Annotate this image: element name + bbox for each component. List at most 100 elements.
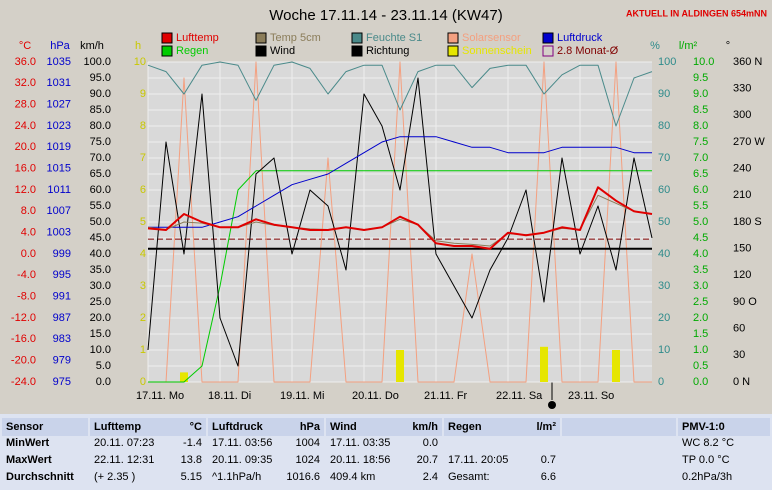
y-tick-label: -24.0 xyxy=(11,376,36,388)
header-cell xyxy=(90,418,206,436)
y-tick-label: 45.0 xyxy=(90,232,111,244)
legend-swatch xyxy=(161,32,173,44)
sunshine-bar xyxy=(612,350,620,382)
y-tick-label: 979 xyxy=(53,355,71,367)
table-header: km/h xyxy=(412,421,438,433)
y-tick-label: 180 S xyxy=(733,216,762,228)
table-cell: 1024 xyxy=(296,454,320,466)
table-cell: 0.7 xyxy=(541,454,556,466)
y-tick-label: 90 xyxy=(658,88,670,100)
y-tick-label: 120 xyxy=(733,269,751,281)
legend-label: Feuchte S1 xyxy=(366,32,422,44)
table-cell: 1004 xyxy=(296,437,320,449)
table-header: PMV-1:0 xyxy=(682,421,725,433)
y-tick-label: 32.0 xyxy=(15,77,36,89)
table-cell: 20.11. 07:23 xyxy=(94,437,154,449)
y-tick-label: 2 xyxy=(140,312,146,324)
y-tick-label: 30 xyxy=(733,349,745,361)
table-cell: 0.2hPa/3h xyxy=(682,471,732,483)
axis-unit: °C xyxy=(19,40,31,52)
y-tick-label: 5 xyxy=(140,216,146,228)
y-tick-label: 5.0 xyxy=(96,360,111,372)
table-header: Luftdruck xyxy=(212,421,264,433)
x-tick-label: 19.11. Mi xyxy=(280,390,324,402)
y-tick-label: 983 xyxy=(53,333,71,345)
axis-unit: km/h xyxy=(80,40,104,52)
y-tick-label: 8.0 xyxy=(21,205,36,217)
series-line xyxy=(147,61,653,127)
y-tick-label: 3 xyxy=(140,280,146,292)
y-tick-label: 75.0 xyxy=(90,136,111,148)
y-tick-label: 60.0 xyxy=(90,184,111,196)
y-tick-label: 0 N xyxy=(733,376,750,388)
y-tick-label: 60 xyxy=(658,184,670,196)
y-tick-label: 80.0 xyxy=(90,120,111,132)
y-tick-label: 1 xyxy=(140,344,146,356)
table-cell: 5.15 xyxy=(181,471,202,483)
y-tick-label: 4.0 xyxy=(21,227,36,239)
table-cell: 13.8 xyxy=(181,454,202,466)
legend-label: Regen xyxy=(176,45,208,57)
y-tick-label: 65.0 xyxy=(90,168,111,180)
y-tick-label: 10 xyxy=(134,56,146,68)
x-tick-label: 21.11. Fr xyxy=(424,390,468,402)
y-tick-label: 50 xyxy=(658,216,670,228)
series-line xyxy=(148,170,652,383)
y-tick-label: 270 W xyxy=(733,136,765,148)
header-cell xyxy=(326,418,442,436)
y-tick-label: 1023 xyxy=(47,120,71,132)
legend-swatch xyxy=(447,45,459,57)
legend-label: Temp 5cm xyxy=(270,32,321,44)
axis-unit: ° xyxy=(726,40,730,52)
y-tick-label: 5.5 xyxy=(693,200,708,212)
table-header: hPa xyxy=(300,421,321,433)
y-tick-label: 6.5 xyxy=(693,168,708,180)
legend-swatch xyxy=(542,45,554,57)
legend-label: Sonnenschein xyxy=(462,45,532,57)
now-dot xyxy=(548,401,556,409)
table-cell: Durchschnitt xyxy=(6,471,74,483)
legend-label: Richtung xyxy=(366,45,409,57)
y-tick-label: 6 xyxy=(140,184,146,196)
series-line xyxy=(148,61,652,383)
series-line xyxy=(147,186,653,250)
table-cell: 22.11. 12:31 xyxy=(94,454,154,466)
y-tick-label: 0.0 xyxy=(96,376,111,388)
axis-unit: % xyxy=(650,40,660,52)
y-tick-label: 90.0 xyxy=(90,88,111,100)
table-header: Lufttemp xyxy=(94,421,141,433)
table-cell: 0.0 xyxy=(423,437,438,449)
y-tick-label: 1019 xyxy=(47,141,71,153)
table-cell: 17.11. 03:35 xyxy=(330,437,390,449)
series-line xyxy=(147,77,653,367)
y-tick-label: 1011 xyxy=(47,184,71,196)
y-tick-label: 991 xyxy=(53,291,71,303)
axis-unit: l/m² xyxy=(679,40,698,52)
legend-label: Lufttemp xyxy=(176,32,219,44)
y-tick-label: 100 xyxy=(658,56,676,68)
table-cell: Gesamt: xyxy=(448,471,490,483)
x-tick-label: 20.11. Do xyxy=(352,390,399,402)
x-tick-label: 17.11. Mo xyxy=(136,390,184,402)
y-tick-label: 10 xyxy=(658,344,670,356)
y-tick-label: 210 xyxy=(733,189,751,201)
y-tick-label: 1015 xyxy=(47,163,71,175)
axis-unit: hPa xyxy=(50,40,70,52)
y-tick-label: 60 xyxy=(733,323,745,335)
y-tick-label: -20.0 xyxy=(11,355,36,367)
y-tick-label: 20.0 xyxy=(15,141,36,153)
legend-label: Luftdruck xyxy=(557,32,603,44)
y-tick-label: 12.0 xyxy=(15,184,36,196)
y-tick-label: 10.0 xyxy=(693,56,714,68)
y-tick-label: 0.0 xyxy=(693,376,708,388)
table-cell: 409.4 km xyxy=(330,471,375,483)
y-tick-label: 30.0 xyxy=(90,280,111,292)
y-tick-label: 8.0 xyxy=(693,120,708,132)
y-tick-label: 8 xyxy=(140,120,146,132)
table-cell: 20.11. 18:56 xyxy=(330,454,390,466)
sunshine-bar xyxy=(540,346,548,382)
table-cell: TP 0.0 °C xyxy=(682,454,730,466)
table-cell: (+ 2.35 ) xyxy=(94,471,135,483)
